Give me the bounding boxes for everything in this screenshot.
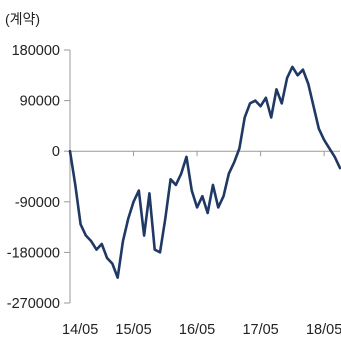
x-tick-label: 18/05	[306, 322, 341, 338]
x-tick-labels: 14/05 15/05 16/05 17/05 18/05	[62, 322, 341, 338]
y-tick-label: 90000	[20, 94, 60, 110]
y-axis-unit-label: (계약)	[5, 11, 40, 27]
x-tick-label: 14/05	[62, 322, 98, 338]
x-tick-label: 15/05	[115, 322, 151, 338]
series-line	[68, 65, 341, 279]
y-tick-label: -180000	[7, 245, 60, 261]
y-tick-label: -270000	[7, 296, 60, 312]
y-tick-label: -90000	[15, 195, 60, 211]
x-axis	[69, 150, 340, 157]
y-tick-label: 0	[52, 144, 60, 160]
y-axis: 180000 90000 0 -90000 -180000 -270000	[7, 43, 71, 312]
x-tick-label: 17/05	[242, 322, 278, 338]
y-tick-label: 180000	[12, 43, 60, 59]
series-group	[68, 65, 341, 279]
x-tick-label: 16/05	[179, 322, 215, 338]
